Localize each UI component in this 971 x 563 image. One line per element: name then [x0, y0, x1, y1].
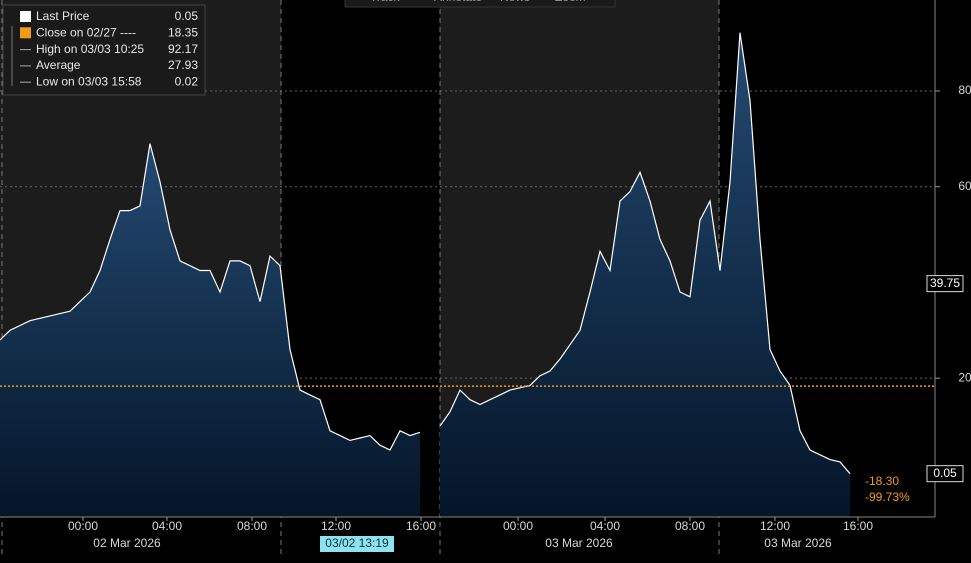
x-tick-label: 08:00 — [237, 519, 267, 533]
legend-swatch — [20, 11, 31, 22]
legend-box — [2, 4, 206, 96]
area — [0, 143, 420, 517]
toolbar-item[interactable]: Track — [370, 0, 401, 4]
y-tick-label: 80 — [958, 83, 971, 97]
x-tick-label: 12:00 — [760, 519, 790, 533]
legend: Last Price 0.05 Close on 02/27 ---- 18.35 Hi… — [2, 4, 206, 96]
toolbar: Track Annotate News Zoom — [344, 0, 616, 8]
x-tick-label: 12:00 — [321, 519, 351, 533]
area — [440, 32, 850, 517]
x-tick-label: 00:00 — [68, 519, 98, 533]
x-tick-label: 00:00 — [503, 519, 533, 533]
cursor-label-box — [320, 536, 394, 552]
toolbar-item[interactable]: News — [500, 0, 530, 4]
legend-name: Close on 02/27 ---- — [36, 25, 136, 39]
line — [0, 143, 421, 451]
legend-value: 0.02 — [175, 74, 199, 88]
legend-value: 27.93 — [168, 58, 198, 72]
legend-value: 18.35 — [168, 25, 198, 39]
date-label: 02 Mar 2026 — [93, 536, 161, 550]
x-tick-label: 04:00 — [152, 519, 182, 533]
cursor-label: 03/02 13:19 — [325, 536, 389, 550]
y-tick-label: 60 — [958, 179, 971, 193]
legend-name: Average — [36, 58, 81, 72]
date-label: 03 Mar 2026 — [764, 536, 832, 550]
toolbar-item[interactable]: Zoom — [555, 0, 586, 4]
x-tick-label: 04:00 — [590, 519, 620, 533]
legend-name: Last Price — [36, 9, 90, 23]
change-label: -18.30 — [865, 474, 899, 488]
toolbar-bg — [344, 0, 616, 8]
x-tick-label: 16:00 — [406, 519, 436, 533]
date-label: 03 Mar 2026 — [545, 536, 613, 550]
x-tick-label: 08:00 — [675, 519, 705, 533]
change-label: -99.73% — [865, 490, 910, 504]
legend-value: 92.17 — [168, 42, 198, 56]
legend-swatch — [20, 27, 31, 39]
last-price-tag: 0.05 — [933, 466, 957, 480]
crosshair-tag-box — [926, 275, 964, 293]
legend-name: High on 03/03 10:25 — [36, 42, 144, 56]
toolbar-item[interactable]: Annotate — [434, 0, 482, 4]
last-price-tag-box — [926, 465, 964, 483]
legend-name: Low on 03/03 15:58 — [36, 74, 142, 88]
y-tick-label: 20 — [958, 370, 971, 384]
legend-value: 0.05 — [175, 9, 199, 23]
crosshair-tag: 39.75 — [930, 276, 960, 290]
x-tick-label: 16:00 — [843, 519, 873, 533]
line — [439, 32, 851, 475]
